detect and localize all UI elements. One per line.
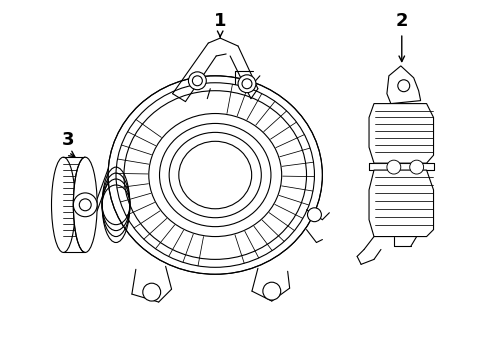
Circle shape [263,282,281,300]
Circle shape [193,76,202,86]
Ellipse shape [74,157,97,252]
Polygon shape [369,104,434,163]
Circle shape [242,79,252,89]
Ellipse shape [51,157,75,252]
Polygon shape [369,170,434,237]
Circle shape [387,160,401,174]
Text: 1: 1 [214,12,226,30]
Circle shape [238,75,256,93]
Circle shape [308,208,321,222]
Circle shape [79,199,91,211]
Polygon shape [387,66,420,104]
Text: 2: 2 [395,12,408,30]
Ellipse shape [108,76,322,274]
Circle shape [74,193,97,217]
Circle shape [189,72,206,90]
Circle shape [398,80,410,92]
Circle shape [410,160,424,174]
Text: 3: 3 [62,131,74,149]
Circle shape [143,283,161,301]
